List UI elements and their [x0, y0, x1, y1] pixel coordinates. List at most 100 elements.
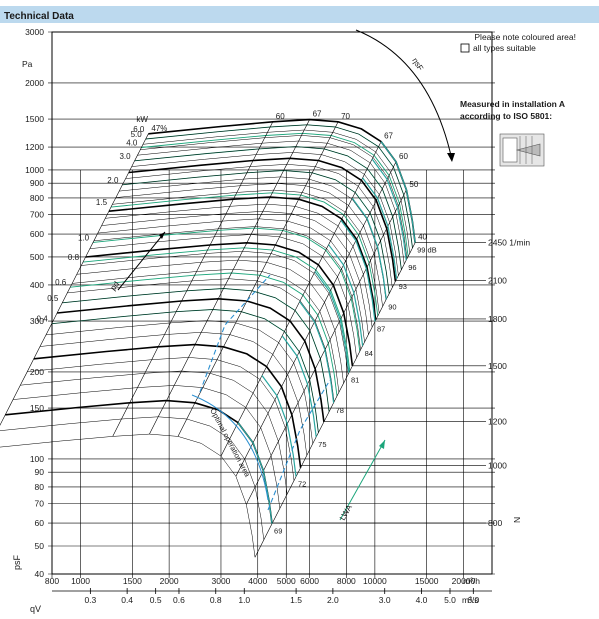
efficiency-line	[220, 141, 382, 457]
speed-curve-minor	[115, 183, 383, 307]
efficiency-label: 60	[399, 152, 408, 161]
speed-curve-minor	[131, 152, 399, 276]
y-tick-label: 60	[35, 518, 45, 528]
power-curve	[141, 132, 409, 257]
y-tick-label: 1000	[25, 165, 44, 175]
noise-label: 93	[399, 282, 407, 291]
x-tick-label-m3h: 6000	[300, 576, 319, 586]
speed-curve-minor	[105, 203, 373, 328]
speed-curve-minor	[97, 218, 365, 343]
power-label: 0.8	[68, 253, 80, 262]
speed-label: 2100	[488, 275, 507, 285]
y-tick-label: 700	[30, 210, 44, 220]
efficiency-line	[246, 189, 407, 505]
noise-symbol-label: LWA	[338, 503, 354, 522]
noise-label: 84	[365, 349, 373, 358]
speed-label: 1800	[488, 314, 507, 324]
speed-curve-minor	[72, 268, 340, 393]
noise-label: 75	[318, 440, 326, 449]
speed-label: 2450 1/min	[488, 238, 530, 248]
speed-curve-minor	[81, 251, 349, 375]
x-tick-label-m3s: 0.6	[173, 595, 185, 605]
y-tick-label: 400	[30, 280, 44, 290]
efficiency-label: 67	[313, 110, 322, 119]
speed-curve-minor	[0, 416, 265, 540]
power-label: 6.0	[133, 125, 145, 134]
x-tick-label-m3h: 5000	[277, 576, 296, 586]
installation-a-pictogram	[499, 133, 545, 167]
efficiency-label: 70	[341, 112, 350, 121]
y-tick-label: 1500	[25, 114, 44, 124]
x-tick-label-m3s: 1.0	[238, 595, 250, 605]
noise-arrow	[339, 439, 386, 521]
speed-curve-main	[128, 157, 397, 282]
x-axis-label: qV	[30, 604, 41, 614]
y-tick-label: 100	[30, 454, 44, 464]
noise-label: 96	[408, 263, 416, 272]
x-tick-label-m3h: 800	[45, 576, 59, 586]
measured-note-line1: Measured in installation A	[460, 99, 565, 109]
x-tick-label-m3s: 1.5	[290, 595, 302, 605]
power-curve	[111, 192, 379, 317]
header-title: Technical Data	[4, 11, 74, 22]
x-tick-label-m3s: 5.0	[444, 595, 456, 605]
x-tick-label-m3s: 0.4	[121, 595, 133, 605]
noise-label: 90	[388, 302, 396, 311]
power-label: 1.0	[78, 233, 90, 242]
noise-curve	[237, 422, 273, 524]
y-tick-label: 300	[30, 316, 44, 326]
y-tick-label: 90	[35, 467, 45, 477]
power-label: 1.5	[96, 198, 108, 207]
power-label: 4.0	[126, 138, 138, 147]
efficiency-line	[254, 242, 416, 558]
x-tick-label-m3h: 1500	[123, 576, 142, 586]
efficiency-arrow	[355, 29, 453, 161]
speed-curve-minor	[122, 170, 390, 294]
noise-curve	[328, 244, 364, 346]
speed-curve-minor	[140, 135, 408, 259]
speed-curve-minor	[125, 164, 393, 288]
speed-label: 1500	[488, 361, 507, 371]
pd-label: pd	[108, 280, 121, 293]
power-curve	[62, 288, 330, 412]
x-tick-label-m3s: 3.0	[379, 595, 391, 605]
noise-label: 87	[377, 325, 385, 334]
speed-label: 1200	[488, 416, 507, 426]
speed-label: 800	[488, 518, 502, 528]
noise-curve	[261, 375, 297, 477]
y-tick-label: 70	[35, 499, 45, 509]
speed-curve-main	[108, 196, 377, 321]
y-tick-label: 1200	[25, 142, 44, 152]
speed-curve-main	[5, 399, 273, 524]
noise-arrow-head	[379, 440, 385, 449]
speed-label: 1000	[488, 460, 507, 470]
optimal-area-line	[199, 274, 271, 393]
speed-curve-main	[85, 241, 354, 367]
x-tick-label-m3h: 15000	[415, 576, 439, 586]
y-tick-label: 200	[30, 367, 44, 377]
x-tick-label-m3h: 8000	[337, 576, 356, 586]
speed-curve-main	[57, 297, 325, 423]
noise-curve	[340, 220, 376, 322]
y-tick-label: 3000	[25, 27, 44, 37]
optimal-area-arrow	[191, 394, 269, 501]
x-tick-label-m3s: 0.3	[84, 595, 96, 605]
power-curve	[93, 227, 361, 352]
speed-curve-minor	[145, 124, 413, 248]
speed-curve-minor	[101, 211, 369, 335]
coloured-area-note: Please note coloured area!	[474, 32, 576, 42]
efficiency-label: 40	[418, 233, 427, 242]
noise-label: 99 dB	[417, 246, 437, 255]
y-tick-label: 2000	[25, 78, 44, 88]
x-tick-label-m3h: 10000	[363, 576, 387, 586]
y-tick-label: 80	[35, 482, 45, 492]
speed-curve-minor	[76, 259, 344, 384]
speed-curve-minor	[112, 189, 380, 314]
efficiency-label: 50	[409, 180, 418, 189]
x-tick-label-m3s: 4.0	[416, 595, 428, 605]
power-label: 5.0	[131, 130, 143, 139]
power-label: 3.0	[119, 152, 131, 161]
header-bar	[0, 6, 599, 23]
noise-curve	[371, 158, 407, 261]
